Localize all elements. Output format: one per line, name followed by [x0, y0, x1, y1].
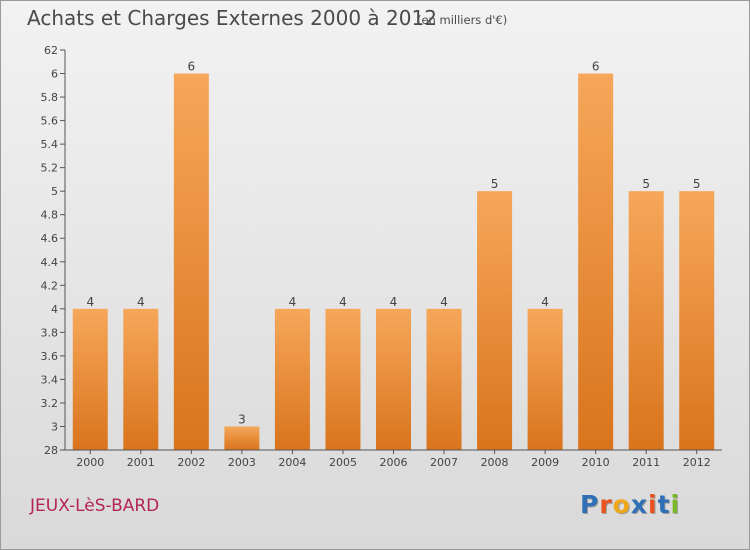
x-tick-label: 2012 [683, 456, 711, 469]
labels-layer: 2000 4 2001 4 2002 6 2003 3 2004 4 2005 4 2006 4 2007 4… [76, 60, 710, 469]
y-tick-label: 3.4 [41, 373, 59, 386]
data-label: 4 [390, 295, 398, 309]
data-label: 4 [541, 295, 549, 309]
y-tick-label: 3.2 [41, 397, 59, 410]
y-tick-label: 5.6 [41, 115, 59, 128]
y-tick-label: 5.8 [41, 91, 59, 104]
data-label: 4 [339, 295, 347, 309]
x-tick-label: 2009 [531, 456, 559, 469]
y-tick-label: 5.2 [41, 162, 59, 175]
x-tick-label: 2005 [329, 456, 357, 469]
y-tick-label: 3.6 [41, 350, 59, 363]
bar [274, 308, 310, 450]
x-tick-label: 2003 [228, 456, 256, 469]
bar [224, 426, 260, 450]
y-tick-label: 6 [51, 68, 58, 81]
bar [376, 308, 411, 450]
bar [325, 308, 361, 450]
bar [477, 191, 513, 451]
y-tick-label: 4.8 [41, 209, 59, 222]
x-tick-label: 2007 [430, 456, 458, 469]
y-tick-label: 4 [51, 303, 58, 316]
x-tick-label: 2008 [481, 456, 509, 469]
data-label: 4 [137, 295, 145, 309]
y-tick-label: 4.6 [41, 232, 59, 245]
y-tick-label: 3 [51, 420, 58, 433]
commune-name: JEUX-LèS-BARD [30, 496, 160, 516]
data-label: 4 [289, 295, 297, 309]
bar [426, 308, 462, 450]
x-tick-label: 2002 [177, 456, 205, 469]
bar [628, 191, 664, 451]
x-tick-label: 2001 [127, 456, 155, 469]
logo-letter: t [657, 490, 671, 519]
data-label: 4 [440, 295, 448, 309]
y-tick-label: 4.4 [41, 256, 59, 269]
logo-letter: o [612, 490, 631, 519]
y-tick-label: 28 [44, 444, 58, 457]
logo-letter: i [670, 490, 681, 519]
x-tick-label: 2004 [278, 456, 306, 469]
chart-unit: (en milliers d'€) [417, 13, 508, 27]
axes-layer: 28 3 3.2 3.4 3.6 3.8 4 4.2 4.4 4.6 4.8 5 5.2 5.4 5.6 5.… [41, 44, 722, 457]
x-tick-label: 2011 [632, 456, 660, 469]
logo-letter: i [648, 490, 658, 519]
bar [72, 308, 108, 450]
bar [679, 191, 715, 451]
chart-title: Achats et Charges Externes 2000 à 2012 [27, 6, 437, 30]
proxiti-logo[interactable]: Proxiti [580, 490, 680, 519]
data-label: 3 [238, 412, 246, 426]
y-tick-label: 5 [51, 185, 58, 198]
x-tick-label: 2006 [380, 456, 408, 469]
bars-layer [72, 73, 715, 451]
logo-letter: r [599, 490, 613, 519]
y-tick-label: 3.8 [41, 326, 59, 339]
y-tick-label: 62 [44, 44, 58, 57]
data-label: 6 [188, 60, 196, 74]
data-label: 5 [693, 177, 701, 191]
x-tick-label: 2000 [76, 456, 104, 469]
x-tick-label: 2010 [582, 456, 610, 469]
y-tick-label: 5.4 [41, 138, 59, 151]
y-tick-label: 4.2 [41, 279, 59, 292]
data-label: 6 [592, 60, 600, 74]
data-label: 5 [491, 177, 499, 191]
logo-letter: P [580, 490, 600, 519]
bar [173, 73, 209, 450]
bar [123, 308, 159, 450]
data-label: 5 [642, 177, 650, 191]
bar [527, 308, 563, 450]
data-label: 4 [86, 295, 94, 309]
bar [578, 73, 614, 450]
logo-letter: x [630, 490, 648, 519]
